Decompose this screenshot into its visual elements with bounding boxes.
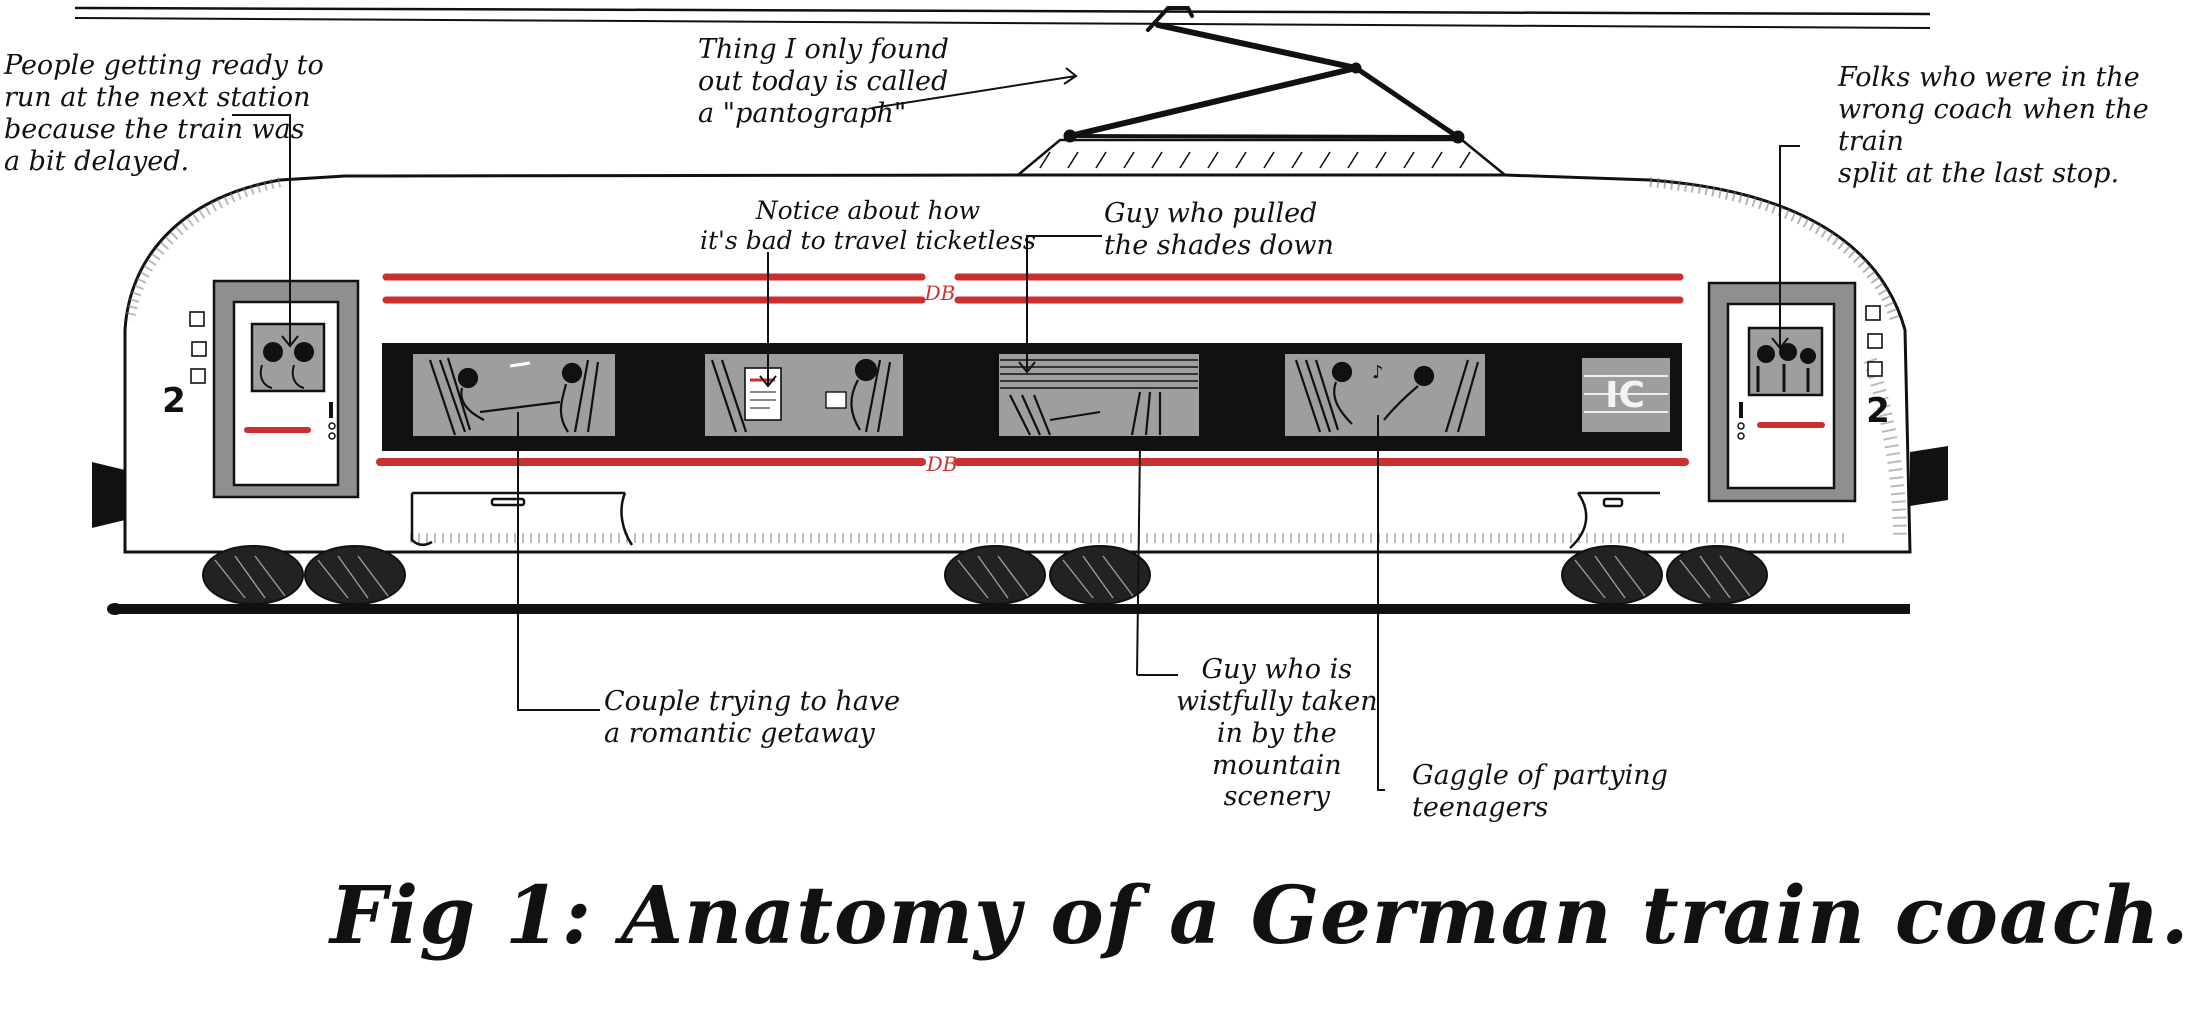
wheel-hatching (214, 555, 1751, 599)
ic-logo: IC (1605, 375, 1645, 416)
rail (107, 603, 1910, 615)
leader-lines (232, 67, 1800, 791)
db-logo-bottom: DB (926, 452, 958, 476)
left-class-number: 2 (162, 381, 186, 421)
pantograph-roof-housing (1017, 138, 1506, 176)
figure-title: Fig 1: Anatomy of a German train coach. (330, 868, 2187, 962)
annotation-wrong-coach: Folks who were in the wrong coach when t… (1838, 62, 2149, 189)
catenary-wires (74, 6, 1931, 29)
shades-window-figures (1000, 359, 1198, 436)
right-door (1707, 281, 1857, 503)
window-band (382, 343, 1682, 451)
annotation-waiting-passengers: People getting ready to run at the next … (4, 50, 324, 177)
ic-window: IC (1584, 375, 1668, 416)
teenagers-window-figures: ♪ (1294, 359, 1480, 433)
couplers (92, 446, 1948, 528)
svg-text:♪: ♪ (1372, 362, 1384, 383)
annotation-mountain-guy: Guy who is wistfully taken in by the mou… (1176, 654, 1378, 813)
annotation-couple: Couple trying to have a romantic getaway (604, 686, 901, 749)
livery-stripes (376, 273, 1689, 466)
pantograph (1063, 6, 1465, 144)
db-logo-top: DB (924, 281, 956, 305)
right-pictograms (1865, 305, 1883, 377)
right-class-number: 2 (1866, 391, 1890, 431)
couple-window-figures (428, 357, 600, 436)
annotation-ticket-notice: Notice about how it's bad to travel tick… (700, 196, 1036, 255)
annotation-shades: Guy who pulled the shades down (1104, 198, 1334, 261)
annotation-pantograph: Thing I only found out today is called a… (698, 34, 949, 129)
annotation-teenagers: Gaggle of partying teenagers (1412, 760, 1668, 823)
left-pictograms (189, 311, 207, 384)
left-door (212, 279, 360, 499)
